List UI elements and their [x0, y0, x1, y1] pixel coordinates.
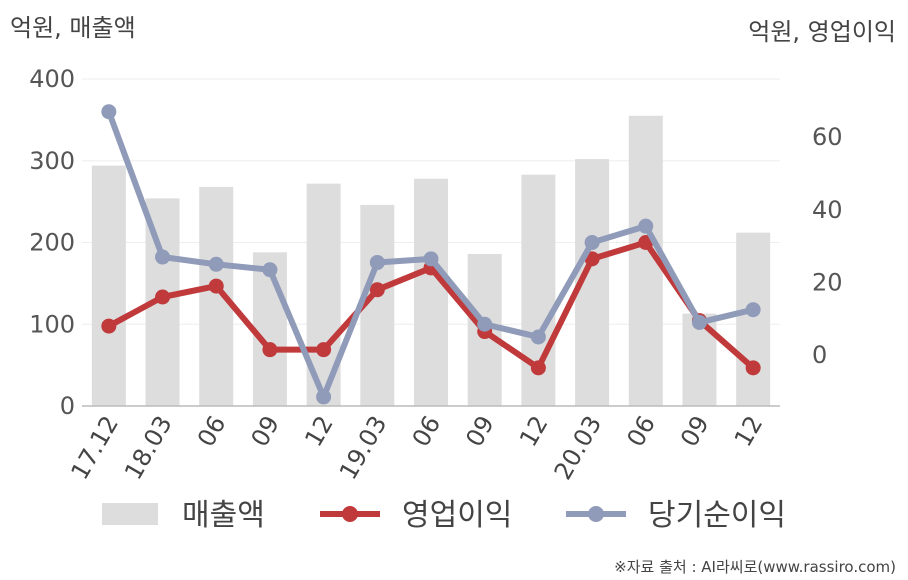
right-tick-label: 0: [812, 341, 827, 369]
left-axis-ticks: 0 100 200 300 400: [29, 65, 75, 420]
right-axis-ticks: 0 20 40 60: [812, 123, 843, 369]
point-operating-profit: [745, 360, 761, 376]
point-operating-profit: [530, 360, 546, 376]
right-axis-title: 억원, 영업이익: [748, 18, 896, 46]
left-tick-label: 400: [29, 65, 75, 93]
point-net-income: [369, 254, 385, 270]
point-net-income: [262, 262, 278, 278]
legend-label-revenue: 매출액: [182, 498, 265, 533]
point-net-income: [691, 314, 707, 330]
point-operating-profit: [208, 278, 224, 294]
x-tick-label: 09: [460, 411, 500, 451]
left-tick-label: 300: [29, 147, 75, 175]
point-net-income: [316, 389, 332, 405]
point-operating-profit: [262, 342, 278, 358]
x-tick-label: 18.03: [119, 411, 178, 485]
x-tick-label: 09: [675, 411, 715, 451]
left-tick-label: 200: [29, 229, 75, 257]
point-net-income: [745, 302, 761, 318]
x-tick-label: 06: [621, 411, 661, 451]
legend-label-net-income: 당기순이익: [648, 498, 786, 533]
bar-revenue: [736, 232, 771, 406]
legend: 매출액 영업이익 당기순이익: [102, 498, 786, 533]
point-operating-profit: [369, 282, 385, 298]
x-tick-label: 06: [192, 411, 232, 451]
legend-marker-operating-profit: [342, 506, 358, 522]
point-operating-profit: [155, 289, 171, 305]
right-tick-label: 40: [812, 196, 843, 224]
point-operating-profit: [101, 318, 117, 334]
x-tick-label: 12: [299, 411, 339, 451]
left-tick-label: 0: [60, 392, 75, 420]
x-tick-label: 06: [407, 411, 447, 451]
source-note: ※자료 출처 : AI라씨로(www.rassiro.com): [614, 558, 896, 576]
line-series: [101, 104, 761, 405]
legend-swatch-revenue: [102, 503, 158, 525]
x-tick-label: 12: [514, 411, 554, 451]
point-net-income: [423, 251, 439, 267]
x-tick-label: 17.12: [65, 411, 124, 485]
right-tick-label: 20: [812, 268, 843, 296]
x-tick-label: 12: [729, 411, 769, 451]
left-tick-label: 100: [29, 310, 75, 338]
x-tick-label: 09: [246, 411, 286, 451]
point-net-income: [638, 218, 654, 234]
legend-marker-net-income: [588, 506, 604, 522]
bar-revenue: [414, 178, 448, 406]
right-tick-label: 60: [812, 123, 843, 151]
point-operating-profit: [316, 342, 332, 358]
bar-revenue: [91, 165, 126, 406]
point-net-income: [155, 249, 171, 265]
point-net-income: [477, 316, 493, 332]
legend-label-operating-profit: 영업이익: [402, 498, 512, 533]
left-axis-title: 억원, 매출액: [10, 14, 136, 42]
x-tick-label: 19.03: [334, 411, 393, 485]
point-net-income: [101, 104, 117, 120]
bar-revenue: [252, 252, 287, 406]
point-net-income: [208, 256, 224, 272]
x-tick-label: 20.03: [549, 411, 608, 485]
point-net-income: [584, 235, 600, 250]
point-net-income: [530, 329, 546, 345]
